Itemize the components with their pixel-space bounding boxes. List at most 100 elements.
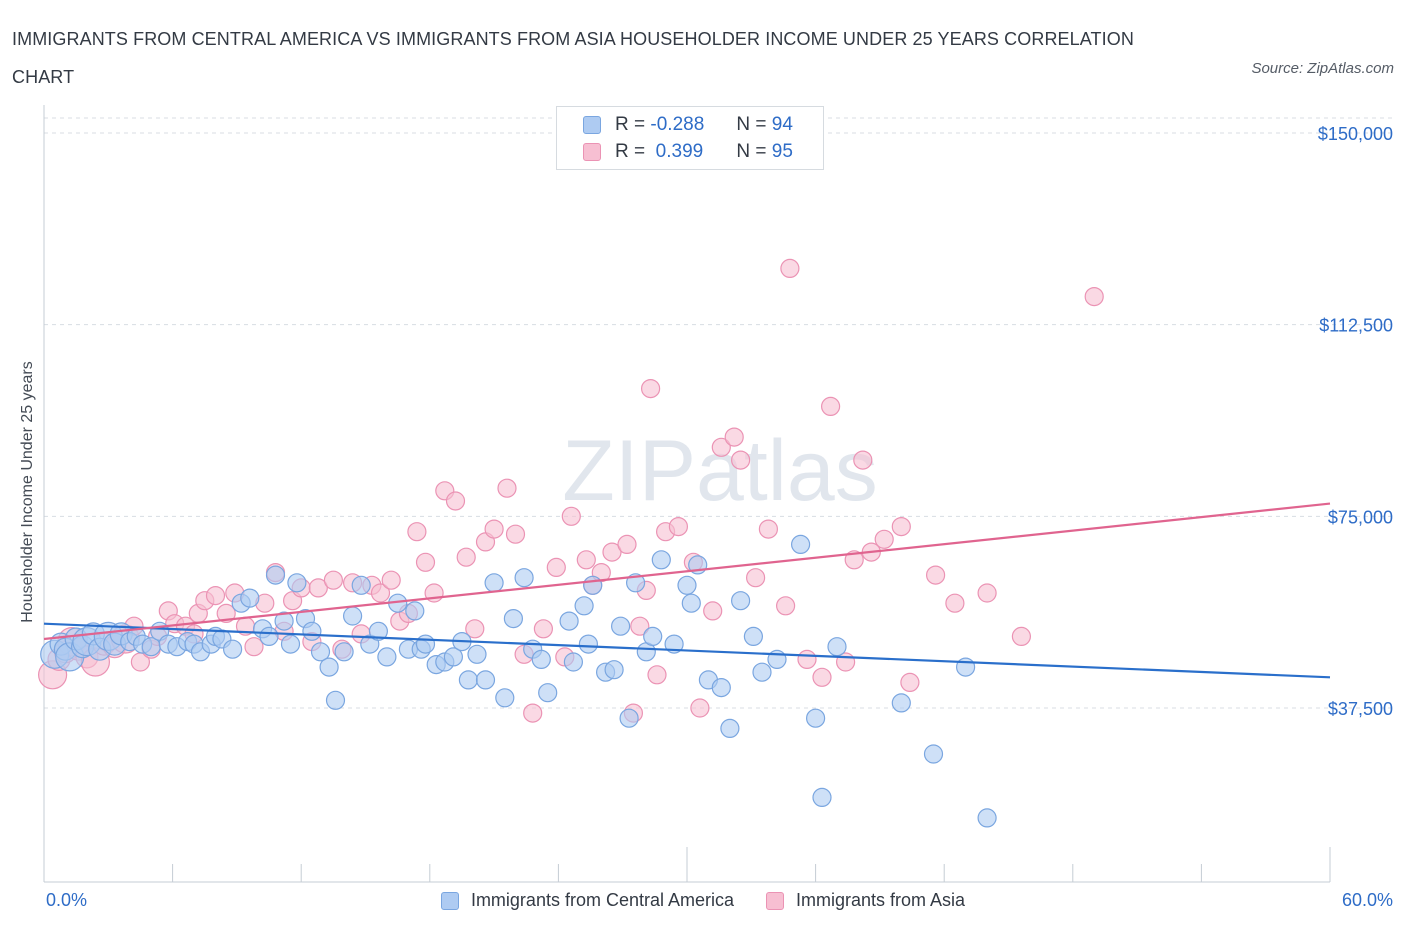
central-america-point [415,634,436,654]
asia-point [497,478,517,498]
asia-point [465,619,485,639]
legend-r-value: 0.399 [650,141,704,162]
asia-point [711,437,731,457]
central-america-point [677,575,697,595]
legend-n-value: 94 [771,114,793,135]
asia-point [775,596,796,616]
trend-lines [43,502,1331,679]
asia-point [617,534,637,555]
asia-point [602,542,622,562]
central-america-point [514,568,534,588]
asia-point [370,583,391,603]
asia-trend-line [43,502,1331,641]
central-america-point [538,683,558,703]
asia-point [690,698,710,718]
central-america-point [720,718,740,739]
asia-point [546,557,566,578]
central-america-point [223,639,243,659]
central-america-point [827,637,847,657]
legend-swatch-blue [583,116,601,134]
legend-n-value: 95 [771,141,793,162]
series-label: Immigrants from Asia [796,890,966,910]
central-america-trend-line [43,622,1331,679]
asia-point [407,522,427,542]
central-america-point [681,593,701,613]
asia-point [758,519,779,539]
central-america-point [610,616,631,636]
asia-point [445,491,466,511]
central-america-point [730,591,751,611]
chart-title: IMMIGRANTS FROM CENTRAL AMERICA VS IMMIG… [12,29,1134,87]
series-legend: Immigrants from Central America Immigran… [0,890,1406,911]
asia-point [323,570,343,590]
asia-point [820,396,841,416]
asia-point [891,516,911,537]
asia-point [703,601,723,621]
axes [43,105,1331,883]
central-america-point [475,670,496,690]
central-america-point [711,677,731,698]
central-america-point [664,634,684,654]
asia-point [561,506,581,526]
central-america-point [559,611,579,631]
central-america-point [604,660,624,680]
data-points [37,258,1104,828]
central-america-point [274,611,294,631]
central-america-point [625,573,646,593]
asia-point [730,450,751,470]
series-label: Immigrants from Central America [470,890,735,910]
asia-point [533,619,554,639]
legend-row-central-america: R = -0.288 N = 94 [583,114,793,136]
central-america-point [619,708,639,728]
legend-r-value: -0.288 [650,114,705,135]
asia-point [853,450,873,470]
asia-point [945,593,965,613]
asia-point [668,516,689,537]
asia-point [844,550,864,570]
central-america-point [343,606,363,626]
central-america-point [325,690,346,710]
series-swatch-blue [440,891,459,910]
asia-point [244,637,264,657]
legend-r-label: R = [615,141,646,162]
legend-row-asia: R = 0.399 N = 95 [583,141,793,163]
legend-swatch-pink [583,143,601,161]
central-america-point [368,621,388,641]
asia-point [456,547,476,567]
central-america-point [743,626,764,647]
series-swatch-pink [766,891,785,910]
legend-n-label: N = [736,114,767,135]
central-america-point [405,601,425,621]
y-tick-label: $112,500 [1319,316,1393,336]
central-america-point [643,626,663,647]
asia-point [780,258,800,278]
central-america-point [891,693,911,713]
central-america-point [287,573,307,593]
central-america-point [377,647,397,667]
x-tick-label-min: 0.0% [46,890,88,910]
central-america-point [503,608,524,629]
central-america-point [443,647,463,667]
asia-point [900,672,920,693]
asia-point [505,524,526,544]
asia-point [797,649,817,670]
central-america-point [563,652,584,672]
asia-point [925,565,946,585]
asia-point [724,427,744,447]
y-tick-label: $75,000 [1328,507,1393,527]
asia-point [484,519,504,539]
asia-point [576,550,596,570]
asia-point [523,703,543,723]
asia-point [308,578,328,598]
central-america-point [302,621,322,641]
central-america-point [805,708,826,728]
central-america-point [458,670,478,690]
asia-point [745,568,766,588]
central-america-point [977,808,997,828]
central-america-point [574,596,594,616]
asia-point [640,379,661,399]
series-legend-item-central-america: Immigrants from Central America [440,890,735,911]
central-america-point [259,626,279,647]
central-america-point [265,565,286,585]
